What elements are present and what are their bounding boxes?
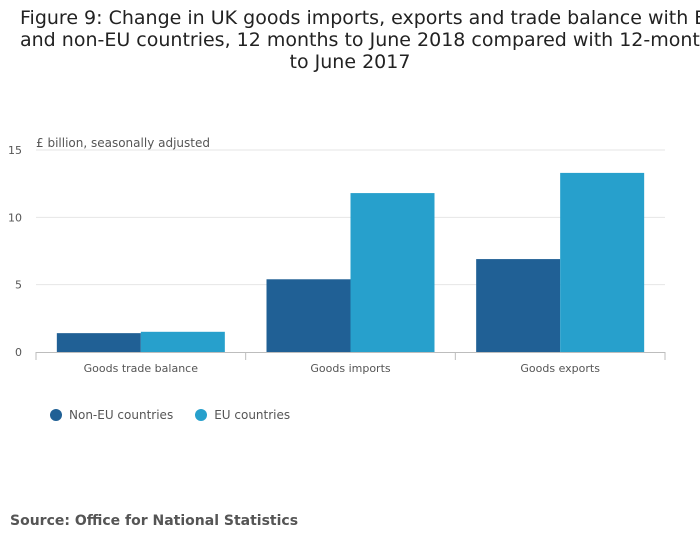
legend-label-eu: EU countries [214, 408, 291, 422]
bar-eu-goods-trade-balance[interactable] [140, 331, 225, 352]
y-tick-label: 15 [8, 144, 22, 157]
y-tick-label: 0 [15, 346, 22, 359]
x-tick-label: Goods trade balance [84, 362, 199, 375]
x-tick-label: Goods exports [520, 362, 600, 375]
bar-non-eu-goods-imports[interactable] [266, 279, 351, 352]
chart-title-line-3: to June 2017 [289, 51, 411, 73]
bar-non-eu-goods-exports[interactable] [476, 259, 561, 352]
chart-title-line-2: and non-EU countries, 12 months to June … [20, 29, 700, 51]
y-axis-label: £ billion, seasonally adjusted [36, 136, 210, 150]
legend-item-eu[interactable]: EU countries [195, 408, 290, 422]
source-note: Source: Office for National Statistics [10, 513, 299, 529]
legend-label-non-eu: Non-EU countries [69, 408, 174, 422]
x-tick-labels: Goods trade balance Goods imports Goods ex… [84, 362, 601, 375]
legend-item-non-eu[interactable]: Non-EU countries [50, 408, 173, 422]
x-tick-label: Goods imports [310, 362, 391, 375]
y-tick-label: 5 [15, 279, 22, 292]
bar-eu-goods-imports[interactable] [350, 193, 435, 352]
legend-swatch-eu [195, 409, 208, 421]
bars [56, 172, 645, 352]
bar-eu-goods-exports[interactable] [560, 172, 645, 352]
y-tick-label: 10 [8, 211, 22, 224]
chart-title-line-1: Figure 9: Change in UK goods imports, ex… [20, 7, 700, 29]
chart-title: Figure 9: Change in UK goods imports, ex… [20, 7, 700, 73]
legend-swatch-non-eu [50, 409, 62, 421]
bar-non-eu-goods-trade-balance[interactable] [56, 333, 141, 352]
y-tick-labels: 0 5 10 15 [8, 144, 22, 359]
legend: Non-EU countries EU countries [50, 408, 290, 422]
x-axis [35, 352, 666, 360]
